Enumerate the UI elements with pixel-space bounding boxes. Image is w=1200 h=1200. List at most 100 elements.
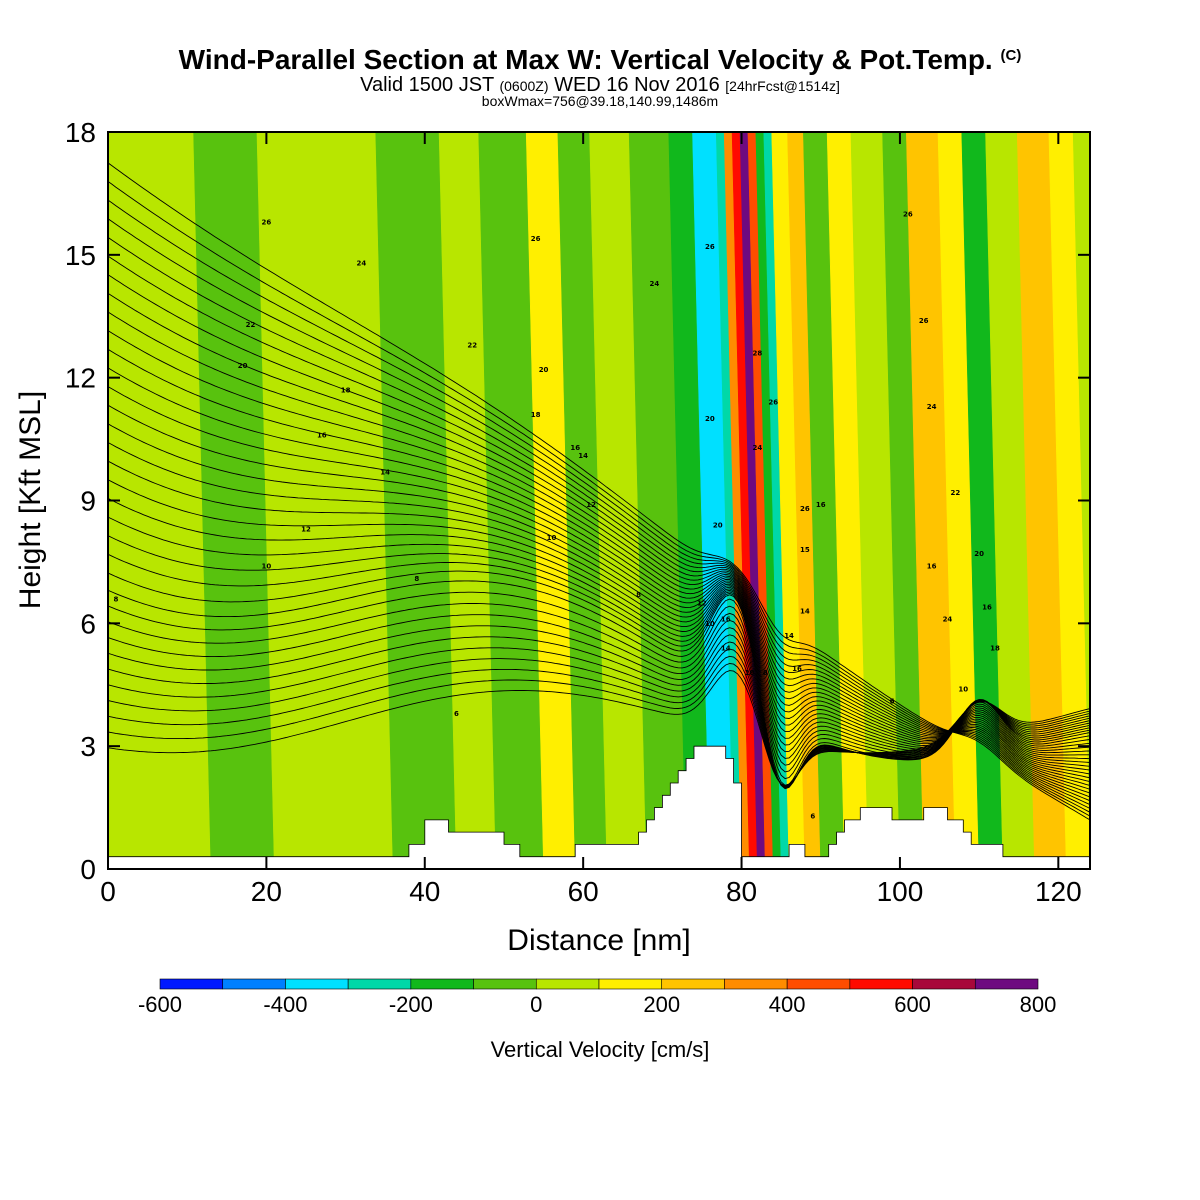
isentrope-19 — [108, 423, 1090, 767]
isentrope-21 — [108, 386, 1090, 775]
contour-label-10: 8 — [414, 575, 419, 583]
contour-label-27: 16 — [721, 616, 731, 624]
contour-label-12: 26 — [531, 235, 541, 243]
isentrope-30 — [108, 218, 1090, 809]
isentrope-31 — [108, 199, 1090, 813]
isentrope-15 — [108, 497, 1090, 759]
velocity-band-25 — [882, 132, 924, 869]
forecast-info: [24hrFcst@1514z] — [725, 78, 840, 94]
contour-label-9: 10 — [262, 563, 272, 571]
colorbar-tick-2: -200 — [389, 992, 433, 1017]
colorbar-swatch-6 — [535, 978, 600, 990]
velocity-band-26 — [906, 132, 956, 869]
valid-utc: (0600Z) — [499, 78, 549, 94]
x-tick-label-4: 80 — [726, 876, 757, 907]
velocity-band-23 — [826, 132, 869, 869]
colorbar-swatch-11 — [849, 978, 913, 990]
contour-label-7: 14 — [380, 468, 390, 476]
velocity-band-28 — [961, 132, 1004, 869]
contour-label-28: 14 — [721, 644, 731, 652]
contour-label-34: 26 — [800, 505, 810, 513]
contour-label-26: 10 — [705, 620, 715, 628]
isentrope-6 — [108, 625, 1090, 788]
colorbar-swatch-3 — [347, 978, 412, 990]
velocity-band-8 — [557, 132, 608, 869]
y-axis-label: Height [Kft MSL] — [14, 391, 47, 609]
x-tick-label-1: 20 — [251, 876, 282, 907]
x-tick-label-2: 40 — [409, 876, 440, 907]
velocity-band-2 — [193, 132, 275, 869]
colorbar-swatch-7 — [598, 978, 663, 990]
velocity-band-0 — [108, 132, 156, 869]
contour-label-31: 24 — [753, 444, 763, 452]
y-axis: 0 3 6 9 12 15 18 — [65, 117, 1090, 885]
contour-label-8: 12 — [301, 526, 311, 534]
potential-temperature-contours — [108, 162, 1090, 821]
x-tick-label-3: 60 — [568, 876, 599, 907]
y-tick-label-1: 3 — [80, 731, 96, 762]
isentrope-20 — [108, 404, 1090, 771]
y-tick-label-3: 9 — [80, 486, 96, 517]
colorbar-tick-3: 0 — [530, 992, 542, 1017]
colorbar-swatch-1 — [222, 978, 286, 990]
contour-label-17: 14 — [578, 452, 588, 460]
contour-label-13: 22 — [467, 341, 477, 349]
velocity-band-19 — [763, 132, 790, 869]
velocity-band-17 — [747, 132, 774, 869]
colorbar-tick-5: 400 — [769, 992, 806, 1017]
colorbar-tick-1: -400 — [263, 992, 307, 1017]
contour-labels: 8262422201816141210862622201816141210824… — [113, 210, 999, 820]
colorbar-tick-4: 200 — [643, 992, 680, 1017]
isentrope-25 — [108, 311, 1090, 790]
contour-label-48: 16 — [982, 603, 992, 611]
isentrope-12 — [108, 553, 1090, 780]
velocity-band-3 — [256, 132, 394, 869]
contour-label-33: 8 — [763, 669, 768, 677]
contour-label-29: 28 — [753, 350, 763, 358]
velocity-band-9 — [589, 132, 647, 869]
velocity-band-29 — [985, 132, 1035, 869]
contour-label-38: 14 — [784, 632, 794, 640]
x-axis: 0 20 40 60 80 100 120 — [100, 132, 1082, 907]
colorbar-swatch-4 — [410, 978, 474, 990]
y-tick-label-5: 15 — [65, 240, 96, 271]
colorbar-tick-7: 800 — [1020, 992, 1057, 1017]
isentrope-3 — [108, 648, 1090, 787]
contour-label-25: 12 — [697, 599, 707, 607]
colorbar-swatch-10 — [786, 978, 851, 990]
velocity-band-22 — [803, 132, 845, 869]
isentrope-33 — [108, 162, 1090, 821]
contour-label-1: 26 — [262, 219, 272, 227]
contour-label-41: 26 — [903, 210, 913, 218]
x-tick-label-6: 120 — [1035, 876, 1082, 907]
colorbar-tick-6: 600 — [894, 992, 931, 1017]
velocity-band-13 — [715, 132, 742, 869]
contour-label-20: 8 — [636, 591, 641, 599]
velocity-band-1 — [137, 132, 212, 869]
contour-label-35: 16 — [816, 501, 826, 509]
velocity-band-18 — [755, 132, 782, 869]
contour-label-22: 26 — [705, 243, 715, 251]
title-main: Wind-Parallel Section at Max W: Vertical… — [178, 44, 993, 75]
valid-date: WED 16 Nov 2016 — [554, 74, 720, 96]
velocity-band-12 — [692, 132, 734, 869]
velocity-band-10 — [628, 132, 687, 869]
contour-label-45: 16 — [927, 563, 937, 571]
velocity-band-6 — [478, 132, 544, 869]
contour-label-36: 15 — [800, 546, 810, 554]
contour-label-30: 26 — [768, 399, 778, 407]
isentrope-13 — [108, 535, 1090, 773]
colorbar-label: Vertical Velocity [cm/s] — [491, 1037, 710, 1062]
colorbar: -600 -400 -200 0 200 400 600 800 — [138, 978, 1057, 1017]
contour-label-44: 22 — [950, 489, 960, 497]
contour-label-46: 20 — [974, 550, 984, 558]
isentrope-18 — [108, 442, 1090, 763]
colorbar-swatch-9 — [724, 978, 788, 990]
contour-label-18: 12 — [586, 501, 596, 509]
isentrope-9 — [108, 591, 1090, 789]
contour-label-6: 16 — [317, 431, 327, 439]
contour-label-3: 22 — [246, 321, 256, 329]
velocity-band-24 — [850, 132, 901, 869]
velocity-band-30 — [1016, 132, 1067, 869]
